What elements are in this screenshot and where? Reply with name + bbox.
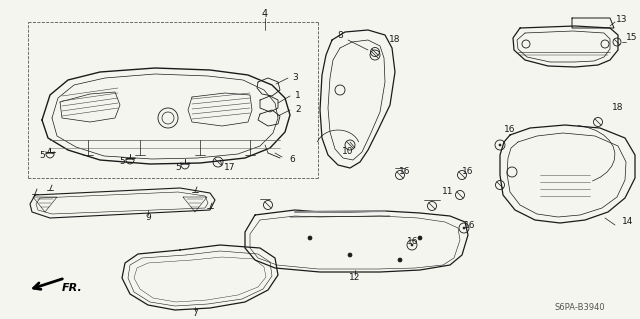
- Circle shape: [463, 227, 465, 229]
- Text: 5: 5: [175, 164, 181, 173]
- Text: 16: 16: [462, 167, 474, 176]
- Text: 5: 5: [39, 151, 45, 160]
- Text: 10: 10: [342, 147, 354, 157]
- Text: FR.: FR.: [62, 283, 83, 293]
- Text: 15: 15: [627, 33, 637, 42]
- Text: 18: 18: [612, 103, 624, 113]
- Text: 13: 13: [616, 16, 628, 25]
- Text: 16: 16: [464, 220, 476, 229]
- Text: 17: 17: [224, 164, 236, 173]
- Text: 16: 16: [504, 125, 516, 135]
- Circle shape: [499, 144, 501, 146]
- Text: 7: 7: [192, 309, 198, 318]
- Circle shape: [418, 236, 422, 240]
- Text: 8: 8: [337, 32, 343, 41]
- Circle shape: [348, 253, 352, 257]
- Text: 14: 14: [622, 218, 634, 226]
- Text: 4: 4: [262, 9, 268, 19]
- Text: 6: 6: [289, 155, 295, 165]
- Circle shape: [411, 244, 413, 246]
- Text: 11: 11: [442, 188, 454, 197]
- Text: 1: 1: [295, 92, 301, 100]
- Text: 16: 16: [407, 238, 419, 247]
- Text: 9: 9: [145, 213, 151, 222]
- Text: 5: 5: [119, 158, 125, 167]
- Circle shape: [308, 236, 312, 240]
- Text: 2: 2: [295, 106, 301, 115]
- Text: 12: 12: [349, 273, 361, 283]
- Text: S6PA-B3940: S6PA-B3940: [555, 303, 605, 313]
- Text: 3: 3: [292, 73, 298, 83]
- Text: 18: 18: [389, 35, 401, 44]
- Text: 16: 16: [399, 167, 411, 176]
- Circle shape: [398, 258, 402, 262]
